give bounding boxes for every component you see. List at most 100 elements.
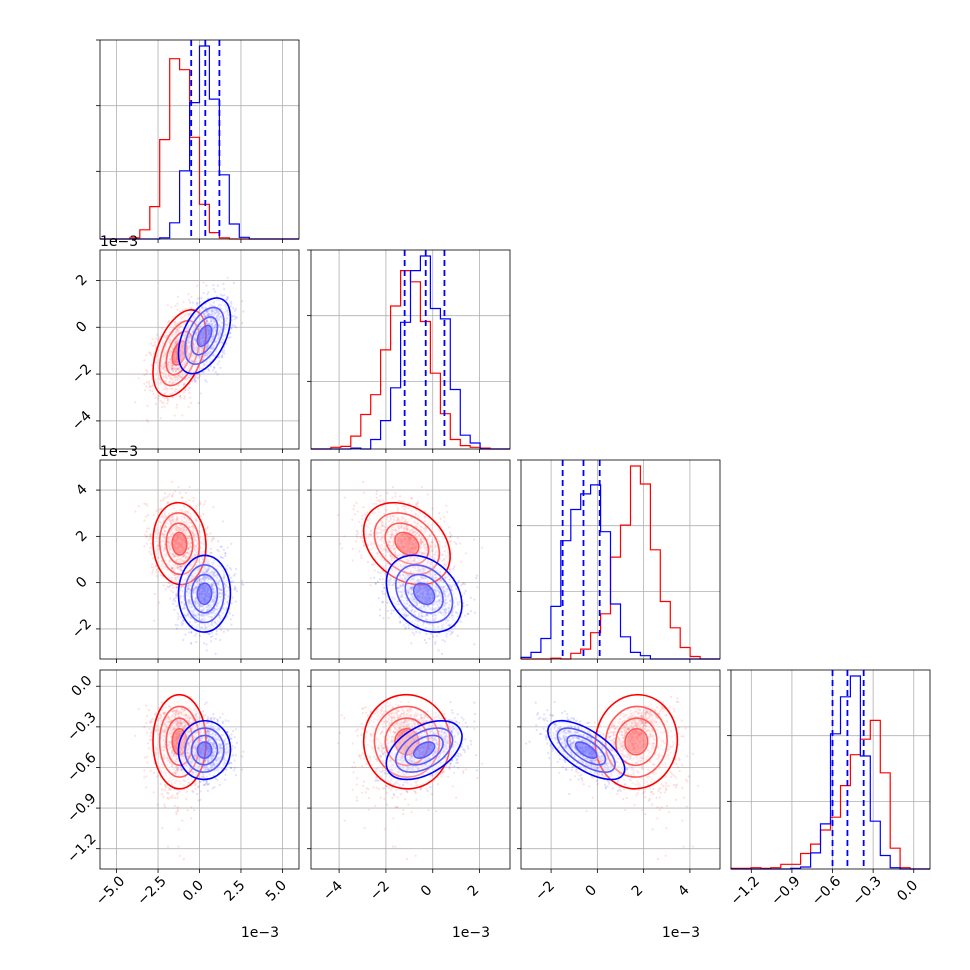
scatter-point <box>191 359 194 363</box>
scatter-point <box>399 495 402 498</box>
scatter-point <box>188 386 191 389</box>
scatter-point <box>168 493 171 496</box>
scatter-point <box>188 312 191 315</box>
scatter-point <box>199 374 202 377</box>
scatter-point <box>187 336 190 339</box>
scatter-point <box>230 305 233 308</box>
scatter-point <box>170 393 173 396</box>
scatter-point <box>167 321 170 324</box>
scatter-point <box>166 304 169 307</box>
scatter-point <box>163 369 166 372</box>
scatter-point <box>210 551 213 555</box>
scatter-point <box>143 545 146 548</box>
scatter-point <box>170 346 173 349</box>
scatter-point <box>205 649 208 652</box>
scatter-point <box>230 327 233 330</box>
scatter-point <box>171 492 175 495</box>
scatter-point <box>167 581 170 585</box>
scatter-point <box>194 507 197 510</box>
scatter-point <box>210 631 213 634</box>
scatter-point <box>183 382 186 386</box>
scatter-point <box>166 501 170 504</box>
scatter-point <box>394 492 397 495</box>
scatter-point <box>216 548 219 552</box>
scatter-point <box>159 381 162 384</box>
scatter-point <box>168 351 172 355</box>
scatter-point <box>145 381 149 384</box>
scatter-point <box>207 369 211 372</box>
scatter-point <box>181 363 184 366</box>
scatter-point <box>183 337 186 340</box>
hist-series-0 <box>311 255 510 450</box>
scatter-point <box>184 388 187 391</box>
scatter-point <box>167 368 170 371</box>
scatter-point <box>179 395 182 398</box>
scatter-point <box>445 504 448 507</box>
scatter-point <box>215 633 218 636</box>
scatter-point <box>134 401 137 404</box>
scatter-point <box>162 372 165 375</box>
scatter-point <box>205 284 208 287</box>
scatter-point <box>231 324 234 327</box>
scatter-point <box>221 520 224 523</box>
scatter-point <box>171 591 175 594</box>
scatter-point <box>184 491 187 495</box>
scatter-point <box>164 375 167 378</box>
scatter-point <box>157 397 160 400</box>
scatter-point <box>214 652 217 656</box>
scatter-point <box>148 527 151 530</box>
scatter-point <box>464 552 467 555</box>
scatter-point <box>173 597 176 600</box>
scatter-point <box>192 496 195 500</box>
scatter-point <box>187 406 190 409</box>
scatter-point <box>163 362 166 365</box>
scatter-point <box>188 344 191 347</box>
scatter-point <box>217 540 220 543</box>
scatter-point <box>202 291 205 295</box>
scatter-point <box>220 545 223 548</box>
scatter-point <box>164 372 167 375</box>
scatter-point <box>164 492 167 495</box>
scatter-point <box>172 602 175 605</box>
scatter-point <box>168 341 172 344</box>
scatter-point <box>212 536 215 540</box>
scatter-point <box>188 376 191 379</box>
scatter-point <box>146 420 150 423</box>
scatter-point <box>151 338 154 341</box>
scatter-point <box>187 631 190 634</box>
scatter-point <box>174 388 177 391</box>
scatter-point <box>386 491 389 495</box>
scatter-point <box>182 322 185 325</box>
scatter-point <box>175 341 178 344</box>
scatter-point <box>137 377 140 380</box>
scatter-point <box>356 536 359 539</box>
scatter-point <box>360 524 363 527</box>
scatter-point <box>171 334 174 337</box>
scatter-point <box>171 347 174 350</box>
scatter-point <box>164 365 167 369</box>
scatter-point <box>164 385 167 388</box>
scatter-point <box>162 354 165 357</box>
scatter-point <box>166 388 169 391</box>
scatter-point <box>143 502 146 505</box>
scatter-point <box>171 367 174 370</box>
scatter-point <box>459 542 462 545</box>
scatter-point <box>182 373 185 376</box>
scatter-point <box>183 395 186 398</box>
scatter-point <box>190 642 193 645</box>
scatter-point <box>161 342 164 345</box>
scatter-point <box>181 372 184 375</box>
scatter-point <box>151 344 154 347</box>
scatter-point <box>174 304 177 307</box>
scatter-point <box>229 618 232 621</box>
scatter-point <box>154 337 157 340</box>
scatter-point <box>174 390 177 393</box>
scatter-point <box>222 630 225 633</box>
scatter-point <box>181 414 184 417</box>
scatter-point <box>170 350 173 353</box>
scatter-point <box>194 350 197 353</box>
scatter-point <box>481 546 484 549</box>
scatter-point <box>198 634 202 637</box>
scatter-point <box>169 374 172 377</box>
